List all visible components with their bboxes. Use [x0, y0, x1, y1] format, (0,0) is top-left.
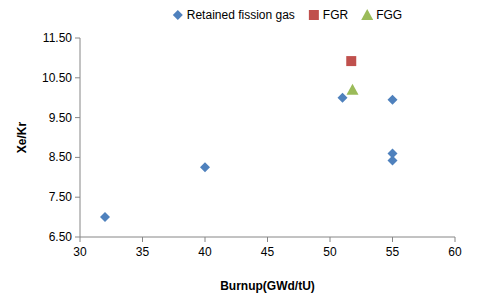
y-tick	[75, 237, 80, 238]
point	[388, 156, 398, 166]
x-tick	[80, 237, 81, 242]
chart: 6.50 7.50 8.50 9.50 10.50 11.50 30 35 40 45 50 55 60…	[0, 0, 480, 306]
y-tick	[75, 157, 80, 158]
legend-item: FGR	[309, 8, 349, 22]
x-tick	[267, 237, 268, 242]
y-tick	[75, 197, 80, 198]
legend-marker	[173, 10, 183, 20]
x-tick	[330, 237, 331, 242]
y-axis-line	[80, 38, 81, 237]
point	[347, 84, 359, 95]
point	[100, 212, 110, 222]
legend-label: FGG	[376, 8, 402, 22]
x-tick	[455, 237, 456, 242]
y-tick-label: 6.50	[49, 230, 73, 244]
legend: Retained fission gas FGR FGG	[173, 8, 402, 22]
point	[200, 162, 210, 172]
y-axis-title: Xe/Kr	[15, 122, 29, 154]
y-tick-label: 7.50	[49, 190, 73, 204]
points	[100, 56, 398, 222]
x-tick-label: 30	[73, 245, 87, 259]
y-tick-label: 11.50	[43, 31, 72, 45]
y-tick	[75, 117, 80, 118]
legend-marker	[361, 9, 373, 20]
x-tick-label: 35	[136, 245, 150, 259]
x-tick	[205, 237, 206, 242]
legend-label: FGR	[323, 8, 349, 22]
y-tick	[75, 38, 80, 39]
x-tick	[142, 237, 143, 242]
legend-item: Retained fission gas	[173, 8, 295, 22]
x-tick-label: 55	[386, 245, 400, 259]
x-tick-label: 60	[448, 245, 462, 259]
y-tick-label: 9.50	[49, 111, 73, 125]
y-tick	[75, 77, 80, 78]
x-axis-title: Burnup(GWd/tU)	[220, 279, 315, 293]
x-tick	[392, 237, 393, 242]
x-tick-label: 45	[261, 245, 275, 259]
point	[346, 56, 356, 66]
y-tick-label: 10.50	[42, 71, 72, 85]
point	[338, 93, 348, 103]
point	[388, 95, 398, 105]
y-tick-label: 8.50	[49, 150, 73, 164]
x-tick-label: 40	[198, 245, 212, 259]
legend-label: Retained fission gas	[187, 8, 295, 22]
legend-item: FGG	[361, 8, 402, 22]
x-tick-label: 50	[323, 245, 337, 259]
legend-marker	[309, 10, 319, 20]
